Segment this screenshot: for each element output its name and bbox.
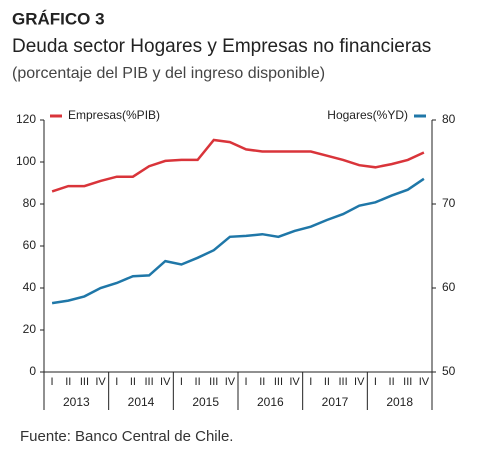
year-label: 2013 [63, 395, 90, 409]
year-label: 2016 [257, 395, 284, 409]
source-note: Fuente: Banco Central de Chile. [20, 428, 233, 445]
y2-tick-label: 70 [442, 196, 456, 210]
x-tick-label: II [130, 376, 136, 388]
x-tick-label: III [144, 376, 153, 388]
x-tick-label: I [309, 376, 312, 388]
legend-label: Hogares(%YD) [327, 108, 408, 122]
series-line [51, 177, 425, 305]
x-tick-label: I [374, 376, 377, 388]
x-tick-label: III [209, 376, 218, 388]
y-tick-label: 0 [29, 364, 36, 378]
x-tick-label: I [51, 376, 54, 388]
y2-tick-label: 50 [442, 364, 456, 378]
chart-label: GRÁFICO 3 [12, 9, 105, 28]
y-tick-label: 80 [23, 196, 37, 210]
chart-title: Deuda sector Hogares y Empresas no finan… [12, 36, 431, 57]
x-tick-label: II [259, 376, 265, 388]
y-tick-label: 60 [23, 238, 37, 252]
y-tick-label: 40 [23, 280, 37, 294]
y-tick-label: 100 [16, 154, 36, 168]
year-label: 2018 [386, 395, 413, 409]
x-tick-label: I [180, 376, 183, 388]
x-tick-label: IV [354, 376, 365, 388]
x-tick-label: IV [289, 376, 300, 388]
y-tick-label: 20 [23, 322, 37, 336]
x-tick-label: III [274, 376, 283, 388]
x-tick-label: II [65, 376, 71, 388]
x-tick-label: III [338, 376, 347, 388]
x-tick-label: IV [95, 376, 106, 388]
y2-tick-label: 60 [442, 280, 456, 294]
year-label: 2014 [128, 395, 155, 409]
x-tick-label: II [324, 376, 330, 388]
y2-tick-label: 80 [442, 112, 456, 126]
legend-label: Empresas(%PIB) [68, 108, 160, 122]
x-tick-label: III [403, 376, 412, 388]
x-tick-label: II [389, 376, 395, 388]
x-tick-label: I [245, 376, 248, 388]
x-tick-label: III [80, 376, 89, 388]
x-tick-label: IV [419, 376, 430, 388]
y-tick-label: 120 [16, 112, 36, 126]
year-label: 2017 [322, 395, 349, 409]
chart-subtitle: (porcentaje del PIB y del ingreso dispon… [12, 65, 325, 82]
year-label: 2015 [192, 395, 219, 409]
x-tick-label: IV [225, 376, 236, 388]
x-tick-label: IV [160, 376, 171, 388]
x-tick-label: I [115, 376, 118, 388]
series-line [51, 138, 425, 193]
x-tick-label: II [195, 376, 201, 388]
